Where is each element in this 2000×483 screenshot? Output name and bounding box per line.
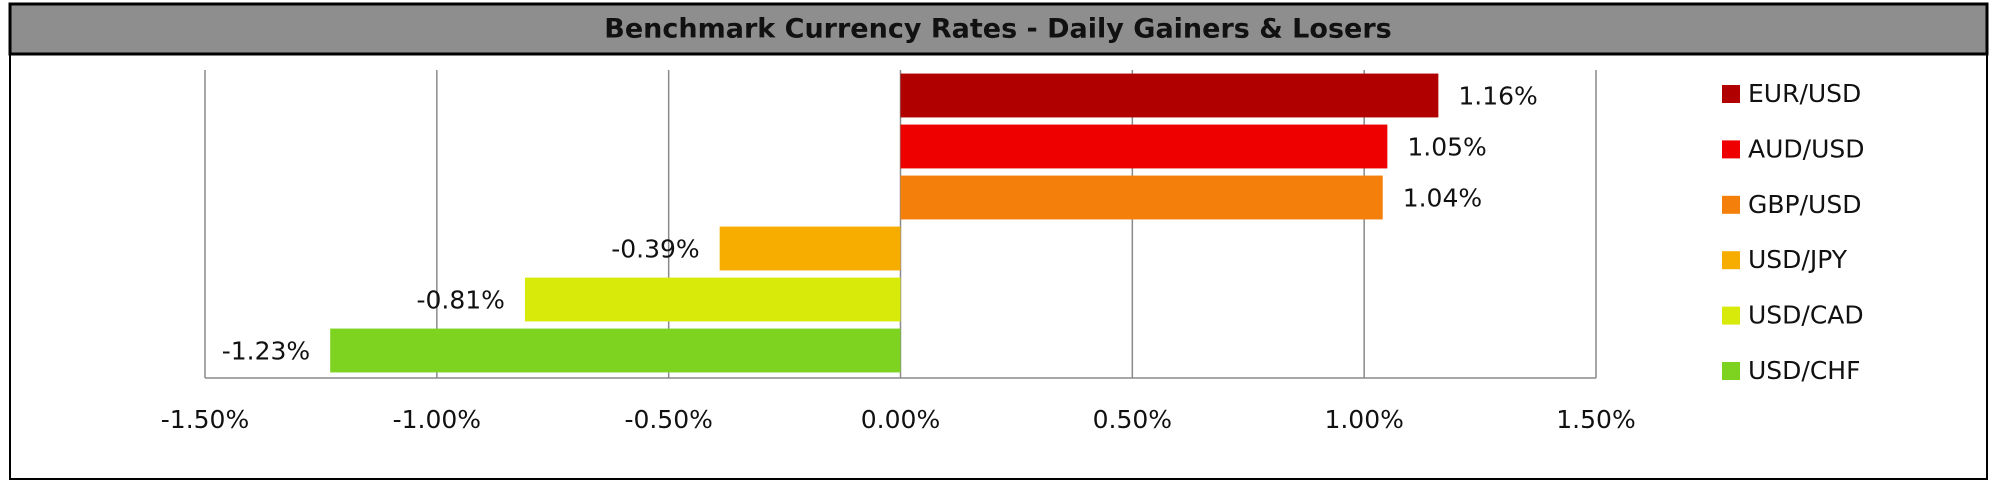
chart-frame: [9, 53, 1988, 480]
bar: [900, 73, 1439, 118]
legend-label: USD/JPY: [1748, 245, 1848, 274]
legend-swatch: [1722, 195, 1740, 214]
data-label: -0.81%: [416, 286, 504, 315]
legend-swatch: [1722, 306, 1740, 325]
bar: [719, 226, 901, 271]
data-label: -1.23%: [222, 337, 310, 366]
chart-title: Benchmark Currency Rates - Daily Gainers…: [604, 14, 1391, 45]
legend-label: EUR/USD: [1748, 79, 1861, 108]
data-label: 1.04%: [1403, 184, 1482, 213]
x-tick-label: -1.50%: [161, 405, 249, 434]
legend-swatch: [1722, 85, 1740, 103]
x-tick-label: -1.00%: [393, 405, 481, 434]
x-tick-label: 1.00%: [1324, 405, 1403, 434]
data-label: -0.39%: [611, 235, 699, 264]
data-label: 1.05%: [1407, 133, 1486, 162]
legend-swatch: [1722, 362, 1740, 380]
legend-swatch: [1722, 140, 1740, 159]
legend-label: USD/CAD: [1748, 301, 1864, 330]
x-tick-label: -0.50%: [624, 405, 712, 434]
legend-label: AUD/USD: [1748, 134, 1865, 163]
legend-label: USD/CHF: [1748, 356, 1860, 385]
x-tick-label: 0.50%: [1093, 405, 1172, 434]
bar: [524, 277, 901, 322]
x-tick-label: 0.00%: [861, 405, 940, 434]
legend-swatch: [1722, 251, 1740, 270]
title-bar: [8, 2, 1989, 56]
bar: [900, 124, 1388, 169]
x-tick-label: 1.50%: [1556, 405, 1635, 434]
bar: [330, 328, 901, 373]
data-label: 1.16%: [1458, 82, 1537, 111]
legend-label: GBP/USD: [1748, 190, 1861, 219]
bar: [900, 175, 1383, 220]
